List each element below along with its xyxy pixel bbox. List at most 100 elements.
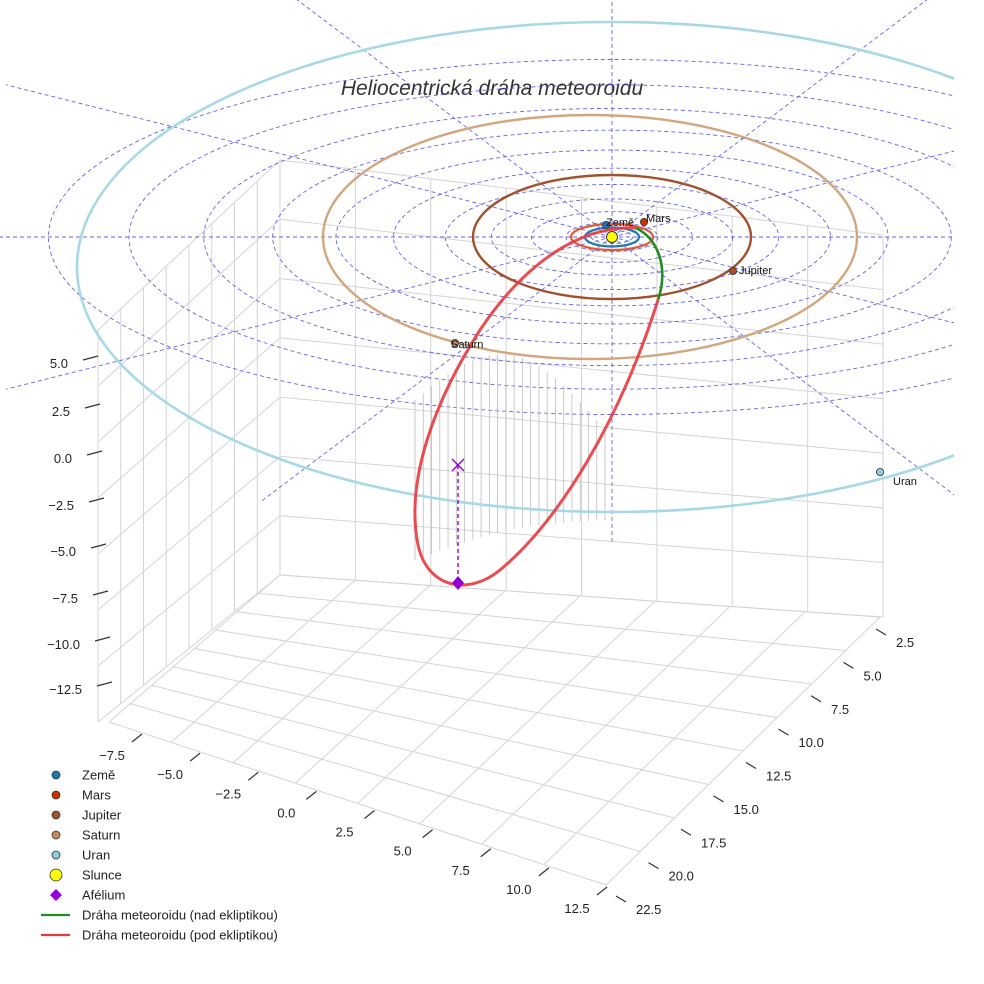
meteoroid-path-above-ecliptic xyxy=(635,226,664,301)
orbit-jupiter xyxy=(471,173,753,301)
y-tick-label: 5.0 xyxy=(864,668,882,683)
wall-gridline xyxy=(97,159,884,331)
legend-marker xyxy=(51,830,61,840)
x-tick-mark xyxy=(131,733,143,743)
wall-gridline xyxy=(97,455,884,611)
z-tick-mark xyxy=(84,403,101,409)
planet-uran xyxy=(876,467,885,476)
z-tick-mark xyxy=(88,497,105,503)
aphelion-marker xyxy=(452,576,464,590)
x-tick-mark xyxy=(247,771,259,781)
x-tick-mark xyxy=(364,810,375,819)
legend-marker xyxy=(49,868,63,882)
planet-markers xyxy=(450,217,885,476)
x-tick-mark xyxy=(538,867,550,877)
polar-ray xyxy=(611,0,928,238)
z-tick-mark xyxy=(94,636,111,642)
y-tick-label: 15.0 xyxy=(734,802,759,817)
legend-diamond xyxy=(50,889,62,901)
z-tick-label: 0.0 xyxy=(54,451,72,466)
label-mars: Mars xyxy=(646,213,671,225)
x-axis: −7.5 −5.0 −2.5 0.0 2.5 5.0 7.5 10.0 12.5 xyxy=(99,733,608,916)
y-tick-label: 20.0 xyxy=(669,869,694,884)
y-axis: 2.5 5.0 7.5 10.0 12.5 15.0 17.5 20.0 22.5 xyxy=(615,628,914,917)
z-tick-mark xyxy=(96,681,113,687)
y-tick-mark xyxy=(745,761,757,770)
legend: Země Mars Jupiter Saturn Uran Slunce Afélium Dr… xyxy=(41,768,278,943)
polar-ray xyxy=(261,236,613,502)
legend-item: Slunce xyxy=(49,868,122,883)
legend-label: Jupiter xyxy=(82,808,122,823)
legend-item: Uran xyxy=(51,848,110,863)
legend-marker xyxy=(51,810,61,820)
x-tick-label: 7.5 xyxy=(452,863,470,878)
planet-saturn xyxy=(450,338,459,347)
planet-orbits xyxy=(75,20,954,514)
y-tick-mark xyxy=(875,628,887,636)
orbit-mars xyxy=(569,222,655,252)
polar-ray xyxy=(296,0,613,238)
projection-lines xyxy=(414,354,606,560)
sun-marker xyxy=(606,231,618,243)
planet-jupiter xyxy=(729,266,738,275)
z-tick-mark xyxy=(92,590,109,596)
aphelion-projection-marker xyxy=(451,458,465,472)
wall-gridline xyxy=(97,574,884,723)
z-tick-mark xyxy=(86,450,103,456)
y-tick-mark xyxy=(648,862,659,870)
y-tick-mark xyxy=(713,795,724,803)
legend-marker xyxy=(51,790,61,800)
z-tick-label: 5.0 xyxy=(50,356,68,371)
legend-label: Dráha meteoroidu (nad ekliptikou) xyxy=(82,908,278,923)
x-tick-label: −5.0 xyxy=(157,767,183,782)
legend-item: Dráha meteoroidu (nad ekliptikou) xyxy=(41,908,278,923)
y-tick-label: 2.5 xyxy=(896,635,914,650)
y-tick-label: 10.0 xyxy=(799,735,824,750)
floor-gridline xyxy=(173,666,709,785)
legend-item: Saturn xyxy=(51,828,120,843)
legend-item: Dráha meteoroidu (pod ekliptikou) xyxy=(41,928,278,943)
legend-label: Země xyxy=(82,768,115,783)
z-axis: 5.0 2.5 0.0 −2.5 −5.0 −7.5 −10.0 −12.5 xyxy=(47,355,113,697)
x-tick-mark xyxy=(306,790,317,800)
wall-gridline xyxy=(97,218,884,387)
z-tick-label: −10.0 xyxy=(47,637,80,652)
polar-ray xyxy=(5,236,613,390)
floor-gridline xyxy=(258,592,846,651)
y-tick-mark xyxy=(778,728,789,736)
floor-gridline xyxy=(215,629,778,718)
y-tick-label: 17.5 xyxy=(701,835,726,850)
z-tick-mark xyxy=(90,543,107,549)
y-tick-label: 12.5 xyxy=(766,769,791,784)
x-tick-mark xyxy=(189,752,201,762)
z-tick-label: 2.5 xyxy=(52,404,70,419)
y-tick-mark xyxy=(810,695,822,703)
label-jupiter: Jupiter xyxy=(739,265,772,277)
chart-title: Heliocentrická dráha meteoroidu xyxy=(341,77,644,100)
wall-gridline xyxy=(97,515,884,667)
z-tick-label: −7.5 xyxy=(52,591,78,606)
floor-gridline xyxy=(151,684,675,819)
ecliptic-polar-grid xyxy=(0,0,954,542)
label-uran: Uran xyxy=(893,476,917,488)
legend-item: Afélium xyxy=(50,888,125,903)
orbit-uran xyxy=(75,20,954,514)
legend-item: Jupiter xyxy=(51,808,122,823)
y-tick-label: 22.5 xyxy=(636,902,661,917)
planet-mars xyxy=(640,217,649,226)
legend-label: Saturn xyxy=(82,828,120,843)
legend-marker xyxy=(51,850,61,860)
legend-label: Mars xyxy=(82,788,111,803)
legend-label: Dráha meteoroidu (pod ekliptikou) xyxy=(82,928,278,943)
box-grid xyxy=(97,159,884,886)
wall-gridline xyxy=(97,396,884,555)
x-tick-mark xyxy=(596,886,608,896)
x-tick-label: 12.5 xyxy=(564,901,589,916)
y-tick-mark xyxy=(843,661,854,669)
floor-gridline xyxy=(194,648,744,752)
y-tick-mark xyxy=(680,828,692,836)
floor-gridline xyxy=(130,703,641,852)
x-tick-mark xyxy=(480,848,492,858)
z-tick-label: −5.0 xyxy=(50,544,76,559)
